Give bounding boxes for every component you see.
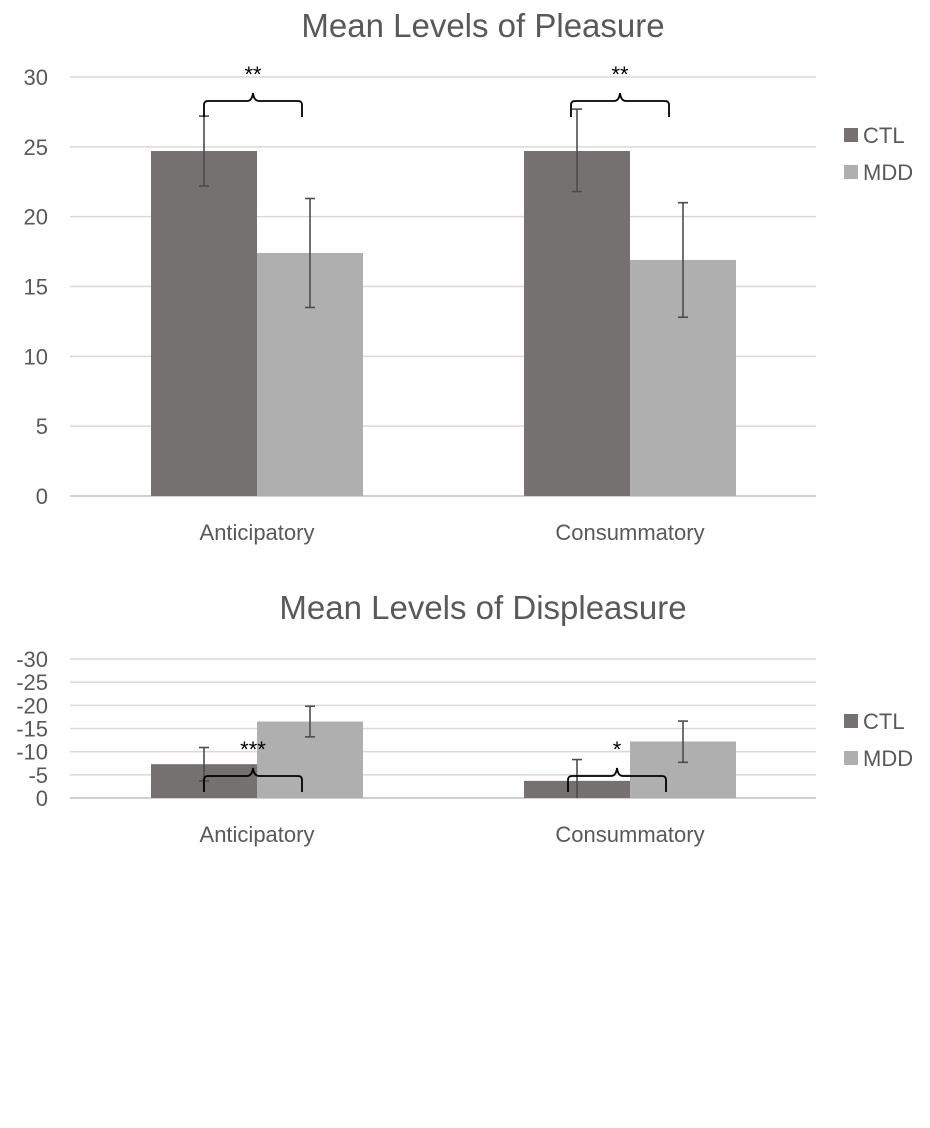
significance-label: * (613, 737, 622, 762)
bar-ctl-anticipatory (151, 151, 257, 497)
y-tick-label: 30 (24, 65, 48, 90)
y-tick-label: 25 (24, 135, 48, 160)
y-tick-label: -20 (16, 693, 48, 718)
y-tick-label: -30 (16, 647, 48, 672)
y-tick-label: 0 (36, 484, 48, 509)
legend-swatch-mdd (844, 165, 858, 179)
legend-swatch-ctl (844, 128, 858, 142)
y-tick-label: 10 (24, 344, 48, 369)
legend-swatch-ctl (844, 714, 858, 728)
y-tick-label: -25 (16, 670, 48, 695)
category-label: Anticipatory (200, 520, 315, 545)
displeasure-chart: Mean Levels of Displeasure 0-5-10-15-20-2… (16, 589, 913, 847)
category-label: Consummatory (555, 822, 704, 847)
y-tick-label: 15 (24, 275, 48, 300)
legend-swatch-mdd (844, 751, 858, 765)
significance-brace (570, 92, 670, 117)
significance-brace (203, 92, 303, 117)
legend-label-mdd: MDD (863, 746, 913, 771)
category-label: Anticipatory (200, 822, 315, 847)
y-tick-label: -5 (28, 763, 48, 788)
y-tick-label: 20 (24, 205, 48, 230)
significance-label: ** (244, 62, 262, 87)
legend-label-mdd: MDD (863, 160, 913, 185)
chart-title: Mean Levels of Displeasure (279, 589, 686, 626)
significance-brace (203, 767, 303, 792)
y-tick-label: -10 (16, 740, 48, 765)
y-tick-label: 0 (36, 786, 48, 811)
y-tick-label: 5 (36, 414, 48, 439)
category-label: Consummatory (555, 520, 704, 545)
significance-brace (567, 767, 667, 792)
chart-title: Mean Levels of Pleasure (301, 7, 664, 44)
legend-label-ctl: CTL (863, 709, 905, 734)
significance-label: ** (611, 62, 629, 87)
significance-label: *** (240, 737, 266, 762)
legend-label-ctl: CTL (863, 123, 905, 148)
bar-ctl-consummatory (524, 151, 630, 497)
y-tick-label: -15 (16, 717, 48, 742)
pleasure-chart: Mean Levels of Pleasure 0 5 10 15 20 25 30 Antic… (24, 7, 914, 545)
